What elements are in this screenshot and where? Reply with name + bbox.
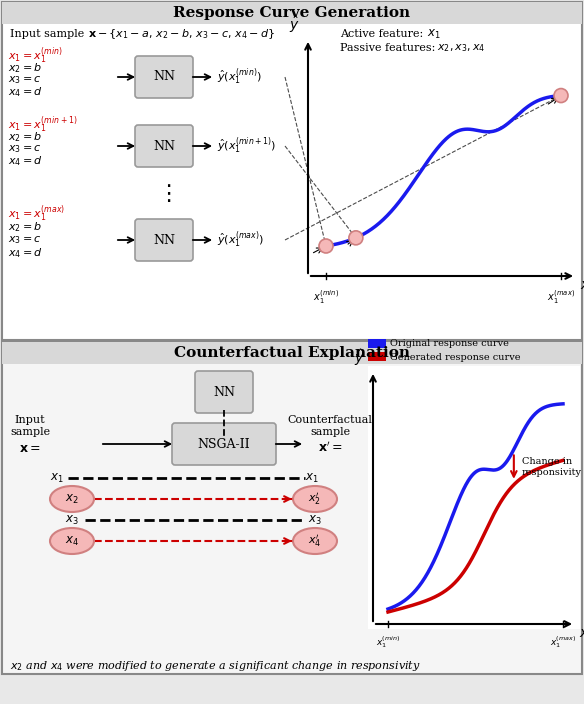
Text: Generated response curve: Generated response curve xyxy=(390,353,520,361)
Text: $x_1$: $x_1$ xyxy=(579,628,584,642)
Text: $x_4 = d$: $x_4 = d$ xyxy=(8,246,43,260)
Text: NSGA-II: NSGA-II xyxy=(198,437,251,451)
Text: Counterfactual
sample: Counterfactual sample xyxy=(287,415,373,436)
Text: $\mathbf{x} - \{x_1 - a,\, x_2 - b,\, x_3 - c,\, x_4 - d\}$: $\mathbf{x} - \{x_1 - a,\, x_2 - b,\, x_… xyxy=(88,27,275,41)
Text: Change in
responsivity: Change in responsivity xyxy=(522,458,582,477)
Text: $x_2$ and $x_4$ were modified to generate a significant change in responsivity: $x_2$ and $x_4$ were modified to generat… xyxy=(10,659,421,673)
Bar xyxy=(2,342,582,364)
Text: $x_1$: $x_1$ xyxy=(427,27,441,41)
Ellipse shape xyxy=(293,528,337,554)
Circle shape xyxy=(554,89,568,103)
FancyBboxPatch shape xyxy=(172,423,276,465)
Text: $x_4$: $x_4$ xyxy=(65,534,79,548)
Text: Original response curve: Original response curve xyxy=(390,339,509,348)
Text: NN: NN xyxy=(153,70,175,84)
Text: $x_1$: $x_1$ xyxy=(305,472,319,484)
Text: $x_2 = b$: $x_2 = b$ xyxy=(8,220,42,234)
Text: $x_3 = c$: $x_3 = c$ xyxy=(8,74,41,86)
Text: $x_1$: $x_1$ xyxy=(50,472,64,484)
Text: Active feature:: Active feature: xyxy=(340,29,423,39)
Text: $x_1$: $x_1$ xyxy=(580,280,584,294)
Text: $x_3 = c$: $x_3 = c$ xyxy=(8,143,41,155)
Text: $x_3$: $x_3$ xyxy=(308,513,322,527)
Text: $x_2, x_3, x_4$: $x_2, x_3, x_4$ xyxy=(437,42,485,54)
Text: $\hat{y}(x_1^{(min+1)})$: $\hat{y}(x_1^{(min+1)})$ xyxy=(217,136,276,156)
Bar xyxy=(368,366,580,629)
Text: $x_1^{(max)}$: $x_1^{(max)}$ xyxy=(547,288,575,306)
Bar xyxy=(2,2,582,24)
Text: $x_3 = c$: $x_3 = c$ xyxy=(8,234,41,246)
Text: $x_4 = d$: $x_4 = d$ xyxy=(8,85,43,99)
Text: $x_4 = d$: $x_4 = d$ xyxy=(8,154,43,168)
Text: Response Curve Generation: Response Curve Generation xyxy=(173,6,411,20)
Text: Counterfactual Explanation: Counterfactual Explanation xyxy=(174,346,410,360)
Text: $x_2 = b$: $x_2 = b$ xyxy=(8,61,42,75)
Text: NN: NN xyxy=(153,234,175,246)
FancyBboxPatch shape xyxy=(135,125,193,167)
Text: NN: NN xyxy=(153,139,175,153)
Text: $x_1^{(min)}$: $x_1^{(min)}$ xyxy=(313,288,339,306)
Bar xyxy=(2,2,582,340)
Text: $\hat{y}(x_1^{(min)})$: $\hat{y}(x_1^{(min)})$ xyxy=(217,67,262,87)
Ellipse shape xyxy=(50,528,94,554)
Text: $\hat{y}(x_1^{(max)})$: $\hat{y}(x_1^{(max)})$ xyxy=(217,230,264,251)
Text: $\hat{y}$: $\hat{y}$ xyxy=(354,348,365,368)
Circle shape xyxy=(319,239,333,253)
Text: $x_2'$: $x_2'$ xyxy=(308,491,322,507)
Bar xyxy=(368,339,386,348)
Ellipse shape xyxy=(293,486,337,512)
Text: Input sample: Input sample xyxy=(10,29,84,39)
Text: $x_1 = x_1^{(min+1)}$: $x_1 = x_1^{(min+1)}$ xyxy=(8,115,78,135)
Text: $x_1^{(min)}$: $x_1^{(min)}$ xyxy=(376,634,400,650)
Bar xyxy=(368,352,386,361)
Text: $\hat{y}$: $\hat{y}$ xyxy=(289,15,300,35)
Text: $x_1 = x_1^{(min)}$: $x_1 = x_1^{(min)}$ xyxy=(8,46,63,66)
Text: $x_1^{(max)}$: $x_1^{(max)}$ xyxy=(550,634,576,650)
Text: NN: NN xyxy=(213,386,235,398)
FancyBboxPatch shape xyxy=(135,219,193,261)
Circle shape xyxy=(349,231,363,245)
Ellipse shape xyxy=(50,486,94,512)
FancyBboxPatch shape xyxy=(195,371,253,413)
Text: $x_1 = x_1^{(max)}$: $x_1 = x_1^{(max)}$ xyxy=(8,203,65,225)
Text: Passive features:: Passive features: xyxy=(340,43,436,53)
Text: $x_2$: $x_2$ xyxy=(65,493,79,505)
Text: Input
sample: Input sample xyxy=(10,415,50,436)
Bar xyxy=(2,342,582,674)
Text: $x_3$: $x_3$ xyxy=(65,513,79,527)
Text: $x_2 = b$: $x_2 = b$ xyxy=(8,130,42,144)
Text: $\mathbf{x}' =$: $\mathbf{x}' =$ xyxy=(318,441,342,455)
Text: $\vdots$: $\vdots$ xyxy=(157,183,171,205)
FancyBboxPatch shape xyxy=(135,56,193,98)
Text: $\mathbf{x} =$: $\mathbf{x} =$ xyxy=(19,441,41,455)
Text: $x_4'$: $x_4'$ xyxy=(308,533,322,549)
